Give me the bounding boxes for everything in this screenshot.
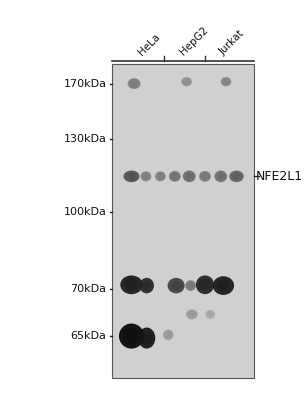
Ellipse shape: [158, 174, 162, 178]
Ellipse shape: [129, 174, 134, 178]
Ellipse shape: [208, 313, 212, 316]
Ellipse shape: [166, 333, 170, 337]
Ellipse shape: [219, 174, 223, 178]
Ellipse shape: [142, 281, 151, 290]
Ellipse shape: [144, 283, 149, 288]
Ellipse shape: [141, 172, 151, 181]
Ellipse shape: [139, 328, 155, 348]
Ellipse shape: [187, 282, 194, 289]
Text: HeLa: HeLa: [136, 32, 162, 57]
Ellipse shape: [186, 281, 195, 290]
Ellipse shape: [164, 330, 173, 340]
Ellipse shape: [215, 171, 227, 182]
Ellipse shape: [206, 310, 215, 318]
Ellipse shape: [124, 279, 139, 291]
Ellipse shape: [127, 331, 136, 341]
Text: 130kDa: 130kDa: [64, 134, 107, 144]
Ellipse shape: [123, 328, 140, 344]
Text: 70kDa: 70kDa: [71, 284, 107, 294]
Ellipse shape: [132, 82, 136, 86]
Ellipse shape: [169, 172, 180, 181]
Text: NFE2L1: NFE2L1: [256, 170, 303, 183]
Ellipse shape: [156, 172, 165, 181]
Ellipse shape: [207, 312, 213, 317]
Ellipse shape: [188, 311, 196, 318]
Ellipse shape: [230, 171, 243, 182]
Ellipse shape: [217, 173, 225, 180]
Text: 65kDa: 65kDa: [71, 331, 107, 341]
Ellipse shape: [140, 278, 153, 293]
Ellipse shape: [184, 171, 195, 182]
Ellipse shape: [223, 79, 229, 84]
Text: Jurkat: Jurkat: [218, 28, 246, 57]
Ellipse shape: [171, 281, 182, 290]
Ellipse shape: [202, 281, 208, 288]
Ellipse shape: [144, 334, 150, 342]
Ellipse shape: [183, 79, 190, 84]
Ellipse shape: [196, 276, 213, 294]
Ellipse shape: [224, 80, 228, 83]
Ellipse shape: [126, 173, 137, 180]
Text: 100kDa: 100kDa: [64, 207, 107, 217]
Ellipse shape: [213, 277, 233, 294]
Ellipse shape: [201, 173, 209, 180]
Ellipse shape: [200, 172, 210, 181]
Ellipse shape: [203, 174, 207, 178]
Ellipse shape: [190, 313, 194, 316]
Bar: [112, 64, 254, 378]
Ellipse shape: [127, 281, 136, 288]
Ellipse shape: [173, 283, 179, 288]
Ellipse shape: [141, 331, 152, 345]
Ellipse shape: [128, 79, 140, 88]
Ellipse shape: [143, 173, 149, 179]
Ellipse shape: [185, 173, 193, 180]
Ellipse shape: [220, 282, 227, 289]
Ellipse shape: [221, 78, 231, 86]
Ellipse shape: [173, 174, 177, 178]
Ellipse shape: [144, 174, 148, 178]
Ellipse shape: [120, 324, 143, 348]
Ellipse shape: [189, 284, 192, 288]
Ellipse shape: [165, 332, 172, 338]
Ellipse shape: [216, 280, 230, 292]
Ellipse shape: [234, 174, 239, 178]
Text: 170kDa: 170kDa: [64, 79, 107, 89]
Ellipse shape: [121, 276, 142, 294]
Ellipse shape: [171, 173, 178, 180]
Ellipse shape: [187, 310, 197, 319]
Ellipse shape: [130, 80, 138, 87]
Text: HepG2: HepG2: [178, 25, 210, 57]
Ellipse shape: [157, 173, 164, 179]
Ellipse shape: [182, 78, 191, 86]
Ellipse shape: [124, 171, 139, 182]
Ellipse shape: [187, 174, 192, 178]
Ellipse shape: [185, 80, 188, 83]
Ellipse shape: [232, 173, 241, 180]
Ellipse shape: [168, 278, 184, 293]
Ellipse shape: [199, 279, 211, 291]
